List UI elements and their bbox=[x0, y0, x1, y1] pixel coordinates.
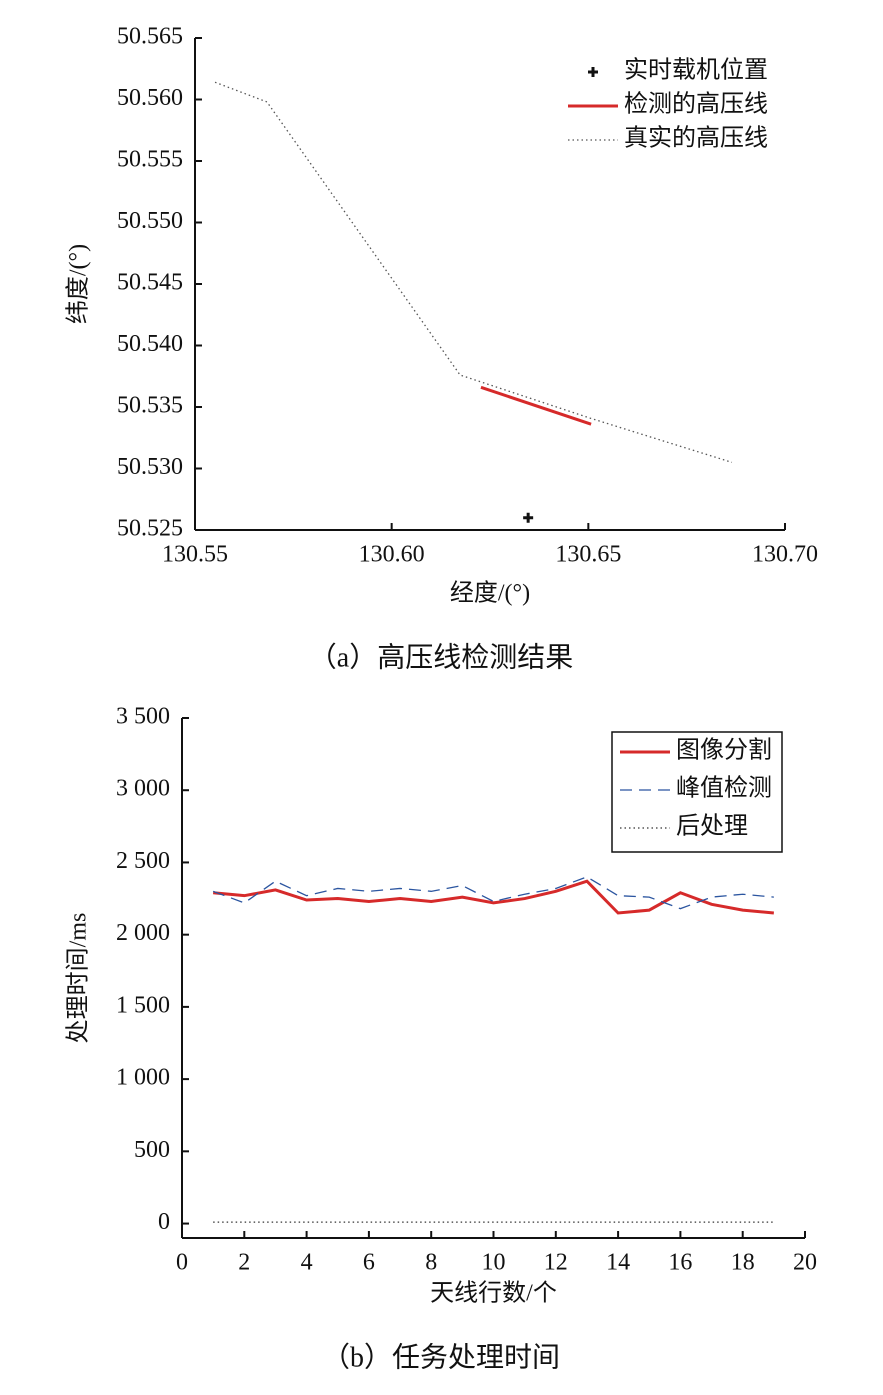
x-axis-label: 天线行数/个 bbox=[430, 1280, 557, 1307]
x-axis-label: 经度/(°) bbox=[450, 580, 530, 607]
series-line bbox=[212, 876, 774, 910]
y-tick-label: 2 500 bbox=[116, 848, 170, 874]
y-tick-label: 3 000 bbox=[116, 776, 170, 802]
x-tick-label: 8 bbox=[425, 1250, 437, 1276]
y-tick-label: 50.530 bbox=[117, 454, 183, 480]
x-tick-label: 130.70 bbox=[752, 542, 818, 568]
y-tick-label: 2 000 bbox=[116, 920, 170, 946]
y-tick-label: 50.550 bbox=[117, 208, 183, 234]
x-tick-label: 12 bbox=[544, 1250, 568, 1276]
y-tick-label: 50.560 bbox=[117, 85, 183, 111]
y-tick-label: 50.540 bbox=[117, 331, 183, 357]
caption: （a）高压线检测结果 bbox=[309, 641, 573, 673]
y-tick-label: 50.555 bbox=[117, 147, 183, 173]
y-tick-label: 50.565 bbox=[117, 24, 183, 50]
x-tick-label: 18 bbox=[731, 1250, 755, 1276]
x-tick-label: 4 bbox=[301, 1250, 313, 1276]
y-tick-label: 50.545 bbox=[117, 270, 183, 296]
position-marker bbox=[523, 512, 534, 523]
x-tick-label: 10 bbox=[482, 1250, 506, 1276]
series-line bbox=[480, 385, 592, 426]
y-axis-label: 纬度/(°) bbox=[65, 244, 92, 324]
x-tick-label: 20 bbox=[793, 1250, 817, 1276]
x-tick-label: 6 bbox=[363, 1250, 375, 1276]
x-tick-label: 2 bbox=[238, 1250, 250, 1276]
legend-label: 后处理 bbox=[676, 813, 748, 840]
x-tick-label: 16 bbox=[668, 1250, 692, 1276]
x-tick-label: 130.55 bbox=[162, 542, 228, 568]
y-tick-label: 3 500 bbox=[116, 704, 170, 730]
y-axis-label: 处理时间/ms bbox=[65, 913, 92, 1044]
legend-marker bbox=[588, 67, 598, 77]
series-line bbox=[213, 879, 774, 915]
series-line bbox=[214, 81, 733, 463]
y-tick-label: 1 000 bbox=[116, 1065, 170, 1091]
caption: （b）任务处理时间 bbox=[322, 1341, 560, 1373]
legend-label: 图像分割 bbox=[676, 737, 772, 764]
x-tick-label: 0 bbox=[176, 1250, 188, 1276]
y-tick-label: 50.525 bbox=[117, 516, 183, 542]
legend-label: 实时载机位置 bbox=[624, 57, 768, 84]
x-tick-label: 130.60 bbox=[359, 542, 425, 568]
x-tick-label: 130.65 bbox=[555, 542, 621, 568]
legend-label: 真实的高压线 bbox=[624, 125, 768, 152]
y-tick-label: 500 bbox=[134, 1137, 170, 1163]
legend-label: 峰值检测 bbox=[676, 775, 772, 802]
x-tick-label: 14 bbox=[606, 1250, 630, 1276]
y-tick-label: 1 500 bbox=[116, 992, 170, 1018]
y-tick-label: 0 bbox=[158, 1209, 170, 1235]
y-tick-label: 50.535 bbox=[117, 393, 183, 419]
legend-label: 检测的高压线 bbox=[624, 91, 768, 118]
